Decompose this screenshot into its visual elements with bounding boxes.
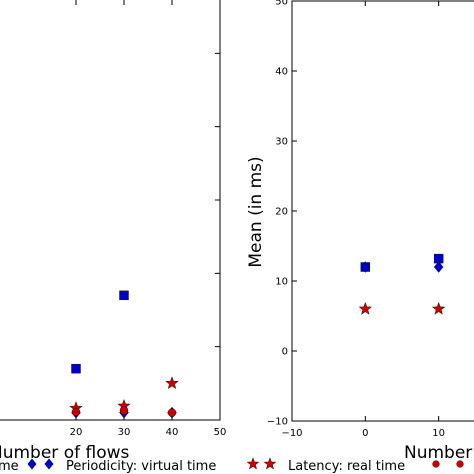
right-y-tick-label: −10 xyxy=(267,417,288,428)
right-y-tick-label: 30 xyxy=(275,137,288,148)
left-point-square xyxy=(71,363,81,374)
right-y-axis-label: Mean (in ms) xyxy=(246,156,266,267)
legend: me Periodicity: virtual time Latency: rea… xyxy=(0,457,464,474)
right-point-diamond xyxy=(360,261,371,273)
left-data-marks xyxy=(69,290,179,419)
legend-marker-star xyxy=(263,457,277,470)
legend-label: Periodicity: virtual time xyxy=(66,459,216,474)
left-x-tick-labels: 20 30 40 50 xyxy=(70,427,227,438)
right-point-star xyxy=(431,301,446,315)
right-tick-marks xyxy=(291,0,440,422)
left-x-axis-label: Number of flows xyxy=(0,443,129,463)
left-x-tick-label: 40 xyxy=(166,427,179,438)
right-y-tick-label: 40 xyxy=(275,67,288,78)
left-point-square xyxy=(119,290,129,301)
left-x-tick-label: 50 xyxy=(214,427,227,438)
left-panel: 20 30 40 50 Number of flows xyxy=(0,0,226,463)
legend-marker-circle xyxy=(432,460,440,468)
right-y-tick-label: 0 xyxy=(282,347,288,358)
left-plot-frame xyxy=(0,0,221,421)
right-y-tick-label: 20 xyxy=(275,207,288,218)
left-x-tick-label: 20 xyxy=(70,427,83,438)
legend-marker-diamond xyxy=(44,458,54,470)
right-point-diamond xyxy=(433,261,444,273)
legend-marker-star xyxy=(246,457,260,470)
right-y-tick-label: 50 xyxy=(275,0,288,8)
right-x-tick-label: 0 xyxy=(362,428,368,439)
right-y-tick-label: 10 xyxy=(275,277,288,288)
right-plot-frame xyxy=(291,0,474,422)
right-x-tick-label: −10 xyxy=(281,428,302,439)
right-x-axis-label: Number xyxy=(404,443,472,463)
left-x-tick-label: 30 xyxy=(118,427,131,438)
left-tick-marks xyxy=(75,0,221,420)
left-point-circle xyxy=(71,407,81,417)
legend-marker-circle xyxy=(456,460,464,468)
legend-cut-label: me xyxy=(0,459,19,474)
legend-items: Periodicity: virtual time Latency: real t… xyxy=(27,457,464,474)
right-x-tick-label: 10 xyxy=(432,428,445,439)
legend-marker-diamond xyxy=(27,458,37,470)
left-point-star xyxy=(165,376,179,390)
legend-label: Latency: real time xyxy=(288,459,405,474)
right-point-star xyxy=(358,301,373,315)
left-point-circle xyxy=(167,408,177,417)
right-data-marks xyxy=(358,253,446,315)
left-point-circle xyxy=(119,406,129,415)
right-y-tick-labels: −10 0 10 20 30 40 50 xyxy=(267,0,288,428)
